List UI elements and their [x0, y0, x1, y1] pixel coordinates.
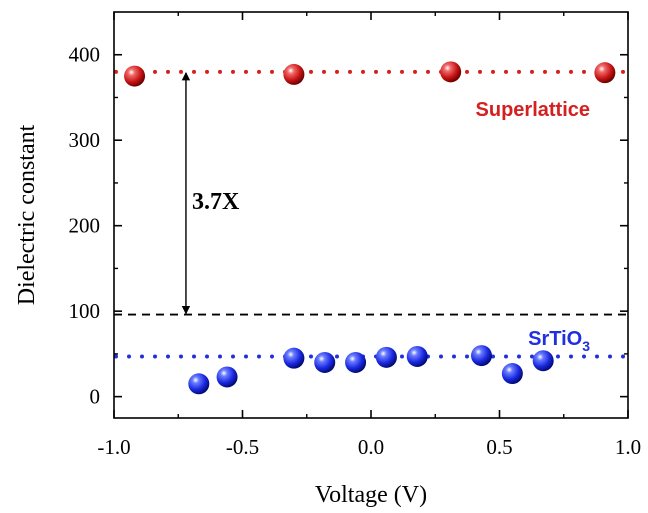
series-0-point — [440, 61, 462, 83]
y-axis-ticks: 0 100 200 300 400 — [69, 43, 628, 409]
series-1-point — [501, 363, 523, 385]
x-tick-label: 0.0 — [358, 435, 384, 459]
series-1-point — [216, 366, 238, 388]
series-0-point — [283, 63, 305, 85]
y-tick-label: 400 — [69, 43, 101, 67]
series-1-point — [471, 345, 493, 367]
series-label-srtio3-subscript: 3 — [582, 338, 590, 354]
ratio-annotation: 3.7X — [192, 189, 240, 215]
series-1-point — [532, 350, 554, 372]
series-1-point — [314, 351, 336, 373]
x-axis-title: Voltage (V) — [315, 482, 427, 508]
series-1-point — [375, 346, 397, 368]
series-0-point — [594, 62, 616, 84]
y-tick-label: 0 — [90, 385, 101, 409]
x-tick-label: -1.0 — [97, 435, 130, 459]
series-1-point — [283, 347, 305, 369]
series-label-superlattice: Superlattice — [476, 99, 590, 121]
x-tick-label: 1.0 — [615, 435, 641, 459]
y-tick-label: 100 — [69, 299, 101, 323]
series-1-point — [406, 345, 428, 367]
y-axis-title: Dielectric constant — [14, 124, 40, 305]
y-tick-label: 200 — [69, 214, 101, 238]
series-label-srtio3-base: SrTiO — [528, 328, 582, 350]
plot-layer — [114, 61, 628, 395]
series-label-srtio3: SrTiO3 — [528, 328, 590, 354]
x-axis-ticks: -1.0 -0.5 0.0 0.5 1.0 — [97, 12, 641, 459]
x-tick-label: 0.5 — [486, 435, 512, 459]
series-0-point — [124, 65, 146, 87]
x-tick-label: -0.5 — [226, 435, 259, 459]
series-1-point — [188, 373, 210, 395]
series-1-point — [345, 351, 367, 373]
y-tick-label: 300 — [69, 128, 101, 152]
